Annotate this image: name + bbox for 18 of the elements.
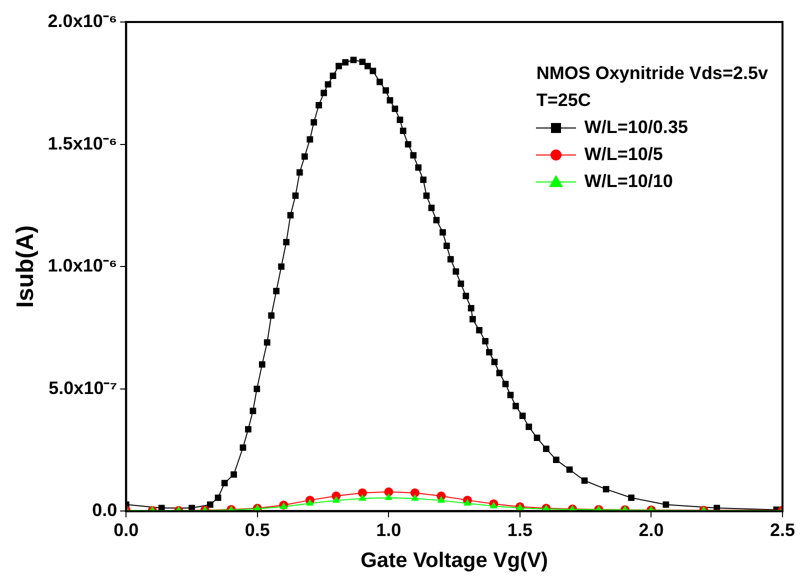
- legend-label: W/L=10/10: [584, 170, 673, 193]
- x-tick-label: 0.5: [244, 520, 270, 540]
- x-tick-label: 2.0: [638, 520, 664, 540]
- x-axis-title: Gate Voltage Vg(V): [360, 549, 548, 572]
- y-tick-label: 5.0x10⁻⁷: [48, 378, 118, 398]
- y-tick-label: 0.0: [92, 500, 118, 520]
- y-tick-label: 1.0x10⁻⁶: [48, 256, 118, 276]
- y-tick-label: 1.5x10⁻⁶: [48, 133, 118, 154]
- y-tick-label: 2.0x10⁻⁶: [48, 10, 118, 31]
- x-tick-label: 1.0: [376, 520, 402, 540]
- legend-label: W/L=10/0.35: [584, 116, 688, 139]
- legend-label: W/L=10/5: [584, 143, 663, 166]
- annotation: T=25C: [536, 89, 592, 112]
- x-tick-label: 1.5: [507, 520, 532, 540]
- x-tick-label: 0.0: [114, 520, 139, 540]
- y-axis-title: Isub(A): [12, 225, 40, 308]
- x-tick-label: 2.5: [770, 520, 796, 540]
- annotation: NMOS Oxynitride Vds=2.5v: [536, 62, 768, 85]
